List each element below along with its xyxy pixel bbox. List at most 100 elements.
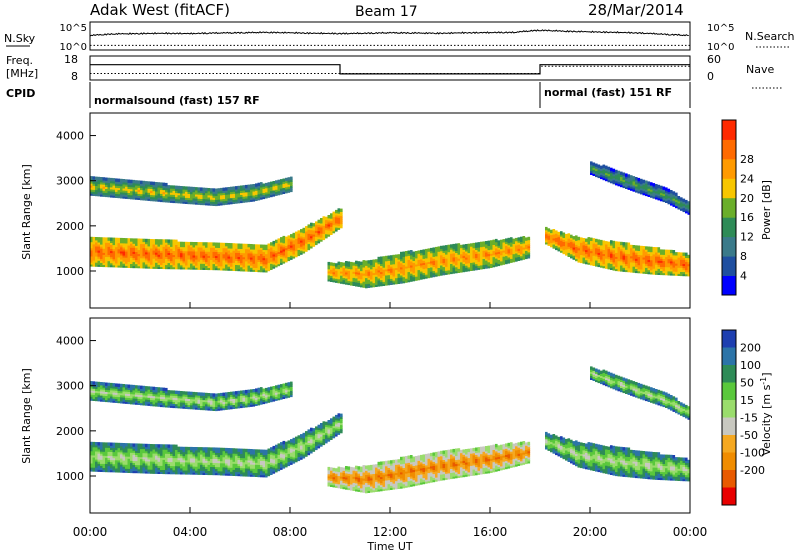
power-cell-269 <box>137 258 141 263</box>
power-cell-3744 <box>605 165 608 169</box>
power-cell-2730 <box>472 263 476 267</box>
power-cell-1982 <box>330 276 333 280</box>
power-cell-463 <box>172 263 176 268</box>
power-cell-3808 <box>630 187 633 191</box>
power-cell-352 <box>152 261 156 265</box>
power-cell-1629 <box>180 190 183 194</box>
power-cell-2316 <box>397 264 401 268</box>
velocity-cell-480 <box>175 462 178 467</box>
velocity-cell-914 <box>257 457 261 461</box>
power-cell-3193 <box>590 260 593 264</box>
power-cell-2798 <box>485 255 488 259</box>
power-cell-2816 <box>487 244 491 248</box>
velocity-cell-151 <box>115 446 118 451</box>
power-cell-3117 <box>572 238 576 242</box>
power-cell-3162 <box>582 246 586 250</box>
power-cell-1720 <box>210 202 213 206</box>
power-cell-1666 <box>192 197 196 201</box>
velocity-cell-857 <box>247 467 251 471</box>
velocity-cell-825 <box>240 452 243 456</box>
power-cell-2740 <box>472 242 476 247</box>
power-cell-10 <box>90 242 93 247</box>
power-cell-1159 <box>307 242 311 247</box>
freq-label: Freq. <box>6 54 33 67</box>
power-cell-783 <box>232 253 236 257</box>
nsky-tick-bottom: 10^0 <box>60 42 87 53</box>
power-cell-26 <box>92 238 96 243</box>
velocity-cell-643 <box>205 451 208 455</box>
power-cell-1660 <box>190 192 193 197</box>
velocity-cell-449 <box>170 468 173 473</box>
velocity-cell-9 <box>90 449 93 454</box>
velocity-cell-960 <box>267 468 271 473</box>
power-cell-3454 <box>637 255 641 260</box>
power-cell-1390 <box>112 186 116 190</box>
power-cell-1597 <box>170 189 173 193</box>
power-cell-1103 <box>295 241 298 246</box>
power-cell-2294 <box>395 280 398 285</box>
velocity-cell-683 <box>212 449 216 453</box>
power-cell-3420 <box>630 244 633 249</box>
power-cell-2802 <box>485 247 488 251</box>
velocity-cell-78 <box>102 452 106 456</box>
power-cell-976 <box>270 256 273 260</box>
power-cell-1733 <box>212 192 216 196</box>
power-cell-1490 <box>140 186 143 191</box>
power-cell-3357 <box>620 258 623 262</box>
power-cell-348 <box>150 241 153 245</box>
power-cell-1174 <box>310 234 313 239</box>
power-cell-3876 <box>652 185 656 189</box>
power-cell-1266 <box>332 229 336 234</box>
power-cell-3561 <box>657 251 661 255</box>
power-cell-1171 <box>310 241 313 245</box>
power-cell-42 <box>97 263 101 267</box>
power-cell-1919 <box>272 187 276 191</box>
power-cell-930 <box>260 246 263 250</box>
velocity-cell-932 <box>262 474 266 478</box>
power-cell-3506 <box>647 256 651 260</box>
power-cell-3347 <box>617 249 621 254</box>
power-cell-1447 <box>127 181 131 185</box>
velocity-cell-65 <box>100 450 103 454</box>
power-cell-1788 <box>230 192 233 197</box>
power-cell-3628 <box>672 264 676 268</box>
velocity-cell-752 <box>227 468 231 472</box>
power-cell-3268 <box>602 242 606 246</box>
power-cell-3068 <box>562 246 566 251</box>
power-cell-1320 <box>92 180 96 184</box>
power-cell-2780 <box>482 265 486 270</box>
power-cell-1728 <box>212 202 216 206</box>
power-cell-3769 <box>615 175 618 180</box>
velocity-cell-588 <box>195 457 198 461</box>
power-cell-2364 <box>405 255 408 259</box>
power-cell-828 <box>242 268 246 272</box>
velocity-cell-912 <box>257 461 261 465</box>
power-cell-2118 <box>362 284 366 288</box>
power-cell-1747 <box>217 196 221 200</box>
velocity-cell-828 <box>242 473 246 477</box>
power-cell-1254 <box>327 217 331 221</box>
power-cell-3867 <box>650 188 653 192</box>
power-cell-1925 <box>275 188 278 192</box>
power-cell-3385 <box>625 258 628 262</box>
power-cell-3188 <box>587 243 591 247</box>
power-cell-2942 <box>515 256 518 260</box>
velocity-cell-506 <box>180 465 183 469</box>
power-cell-3529 <box>652 263 656 267</box>
power-cell-3722 <box>597 168 601 172</box>
power-cell-39 <box>95 241 98 245</box>
power-cell-1477 <box>137 194 141 198</box>
velocity-cell-625 <box>202 461 206 465</box>
velocity-cell-7 <box>90 454 93 458</box>
power-cell-2793 <box>485 265 488 269</box>
power-cell-1285 <box>335 209 338 214</box>
power-cell-1206 <box>317 233 321 238</box>
power-cell-3042 <box>555 238 558 242</box>
power-cell-1714 <box>207 198 211 202</box>
velocity-cell-463 <box>172 468 176 473</box>
velocity-cell-202 <box>125 457 128 461</box>
power-cell-1195 <box>315 235 318 239</box>
power-cell-1622 <box>177 187 181 192</box>
power-cell-2136 <box>365 274 368 279</box>
power-cell-2031 <box>342 274 346 279</box>
